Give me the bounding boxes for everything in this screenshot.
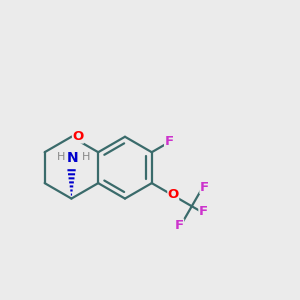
Text: F: F: [199, 205, 208, 218]
Text: F: F: [200, 181, 209, 194]
Text: O: O: [168, 188, 179, 201]
Text: F: F: [164, 135, 173, 148]
Text: F: F: [175, 219, 184, 232]
Text: N: N: [67, 151, 79, 165]
Text: H: H: [82, 152, 90, 162]
Text: O: O: [72, 130, 83, 143]
Text: H: H: [56, 152, 65, 162]
